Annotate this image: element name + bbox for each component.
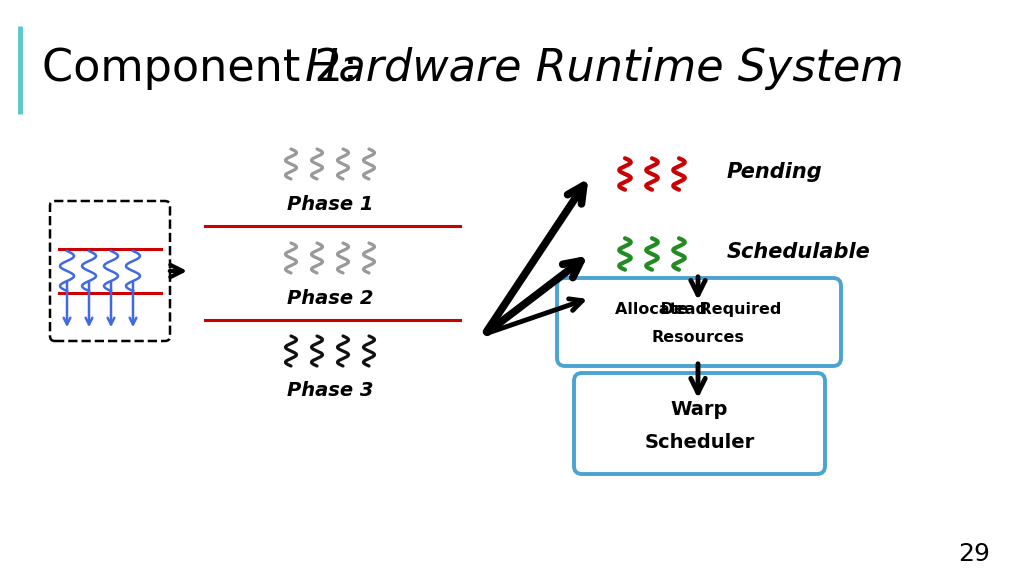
Text: Hardware Runtime System: Hardware Runtime System [305,47,904,89]
Text: 29: 29 [958,542,990,566]
FancyBboxPatch shape [574,373,825,474]
Text: Phase 2: Phase 2 [287,289,374,308]
Text: Scheduler: Scheduler [644,433,755,452]
Text: Schedulable: Schedulable [727,242,870,262]
Text: Pending: Pending [727,162,822,182]
Text: Allocate  Required: Allocate Required [614,302,781,317]
FancyBboxPatch shape [557,278,841,366]
Text: Component 2:: Component 2: [42,47,372,89]
Text: Resources: Resources [651,331,744,346]
Text: Dead: Dead [638,302,758,317]
Text: Warp: Warp [671,400,728,419]
Text: Phase 3: Phase 3 [287,381,374,400]
FancyBboxPatch shape [50,201,170,341]
Text: Phase 1: Phase 1 [287,195,374,214]
